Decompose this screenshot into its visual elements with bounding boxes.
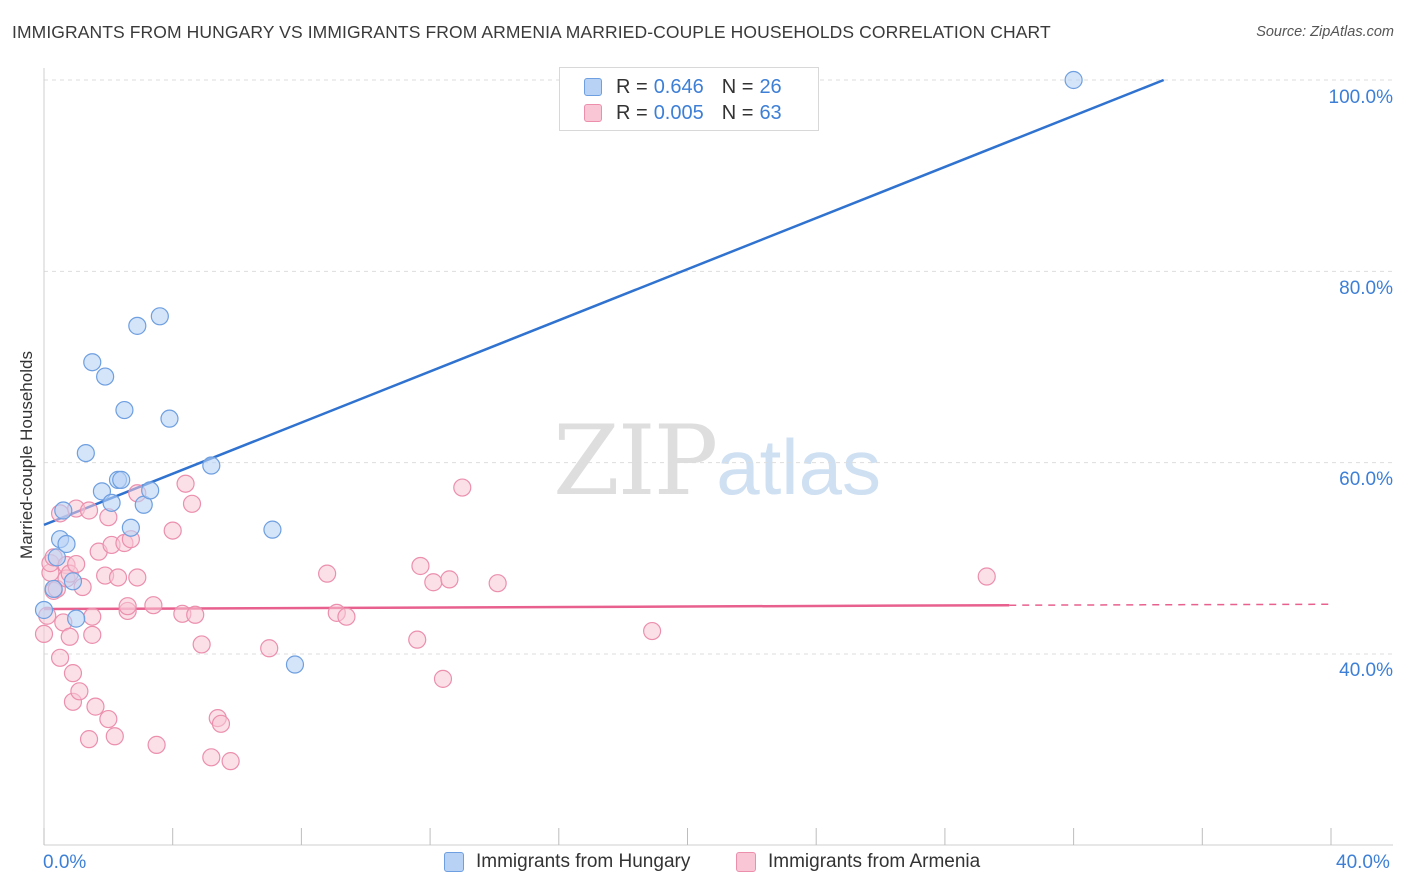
point-hungary: [1064, 70, 1083, 90]
point-hungary: [83, 353, 102, 372]
trend-line-hungary: [43, 78, 1165, 527]
point-armenia: [977, 567, 996, 586]
legend-r-label: R =: [616, 101, 648, 124]
point-hungary: [102, 493, 121, 512]
point-armenia: [105, 727, 124, 746]
legend-n-value-armenia: 63: [759, 101, 782, 124]
point-armenia: [50, 648, 70, 667]
point-armenia: [440, 570, 459, 589]
point-hungary: [54, 501, 73, 520]
point-armenia: [108, 568, 128, 587]
point-armenia: [60, 627, 79, 646]
point-armenia: [79, 501, 99, 520]
series-swatch-hungary: [444, 852, 464, 872]
point-hungary: [121, 518, 140, 537]
point-hungary: [57, 534, 76, 554]
point-hungary: [44, 579, 63, 599]
point-hungary: [141, 481, 160, 500]
legend-n-label: N =: [721, 75, 754, 98]
x-tick-label-max: 40.0%: [1336, 852, 1390, 873]
point-armenia: [488, 574, 507, 593]
series-name-armenia: Immigrants from Armenia: [768, 851, 981, 872]
watermark-atlas: atlas: [716, 423, 881, 511]
series-swatch-armenia: [736, 852, 756, 872]
point-armenia: [186, 605, 205, 624]
point-armenia: [453, 478, 472, 497]
axes: [43, 68, 1393, 846]
point-hungary: [202, 456, 221, 475]
series-legend-hungary: Immigrants from Hungary: [444, 851, 690, 873]
point-armenia: [34, 624, 54, 644]
source-label: Source: ZipAtlas.com: [1256, 24, 1394, 40]
chart-title: IMMIGRANTS FROM HUNGARY VS IMMIGRANTS FR…: [12, 22, 1051, 42]
legend-row-hungary: R = 0.646 N = 26: [584, 74, 782, 100]
point-hungary: [76, 444, 95, 463]
point-hungary: [285, 655, 305, 674]
point-armenia: [211, 714, 231, 733]
point-armenia: [144, 596, 163, 615]
point-armenia: [63, 664, 83, 683]
trend-line-armenia: [43, 603, 1010, 611]
legend-n-value-hungary: 26: [759, 75, 782, 98]
point-hungary: [112, 470, 131, 489]
y-tick-label-80: 80.0%: [1339, 278, 1393, 299]
point-armenia: [260, 639, 279, 658]
watermark-zip: ZIP: [553, 405, 718, 517]
point-hungary: [115, 400, 134, 420]
point-armenia: [99, 709, 118, 729]
point-hungary: [263, 520, 282, 539]
stats-legend: R = 0.646 N = 26 R = 0.005 N = 63: [559, 67, 819, 131]
point-armenia: [182, 494, 202, 513]
grid-lines: [44, 79, 1393, 655]
point-armenia: [83, 607, 102, 626]
watermark: ZIPatlas: [553, 405, 881, 517]
point-hungary: [128, 316, 147, 335]
y-axis-label: Married-couple Households: [17, 351, 36, 559]
trend-lines: [43, 78, 1332, 611]
data-points: [34, 70, 1083, 771]
point-hungary: [96, 367, 115, 386]
point-armenia: [318, 564, 337, 583]
y-tick-label-60: 60.0%: [1339, 469, 1393, 490]
point-hungary: [47, 548, 66, 567]
legend-r-value-hungary: 0.646: [653, 75, 704, 98]
point-armenia: [411, 556, 430, 576]
point-armenia: [176, 474, 195, 493]
point-hungary: [63, 572, 83, 591]
point-armenia: [128, 568, 147, 587]
point-hungary: [160, 409, 179, 428]
point-armenia: [147, 735, 166, 754]
legend-r-value-armenia: 0.005: [653, 101, 704, 124]
legend-n-label: N =: [721, 101, 754, 124]
point-armenia: [643, 621, 662, 641]
point-hungary: [150, 307, 169, 326]
point-armenia: [83, 625, 102, 644]
legend-swatch-armenia: [584, 104, 602, 122]
point-armenia: [408, 630, 427, 649]
point-armenia: [67, 554, 86, 574]
legend-swatch-hungary: [584, 78, 602, 96]
point-armenia: [163, 521, 182, 540]
point-armenia: [192, 635, 211, 654]
y-tick-label-100: 100.0%: [1328, 87, 1393, 108]
point-armenia: [202, 748, 221, 767]
legend-r-label: R =: [616, 75, 648, 98]
point-armenia: [433, 669, 453, 688]
series-name-hungary: Immigrants from Hungary: [476, 851, 691, 872]
point-armenia: [86, 697, 105, 716]
y-tick-label-40: 40.0%: [1339, 660, 1393, 681]
point-armenia: [79, 730, 99, 749]
point-armenia: [424, 573, 443, 592]
point-hungary: [67, 609, 86, 628]
point-armenia: [221, 752, 240, 771]
series-legend-armenia: Immigrants from Armenia: [736, 851, 980, 873]
x-tick-label-min: 0.0%: [43, 852, 87, 873]
point-armenia: [118, 597, 137, 616]
legend-row-armenia: R = 0.005 N = 63: [584, 100, 782, 126]
point-armenia: [337, 607, 356, 626]
trend-line-armenia-projection: [1009, 603, 1332, 606]
point-armenia: [70, 682, 89, 701]
point-hungary: [34, 600, 54, 620]
